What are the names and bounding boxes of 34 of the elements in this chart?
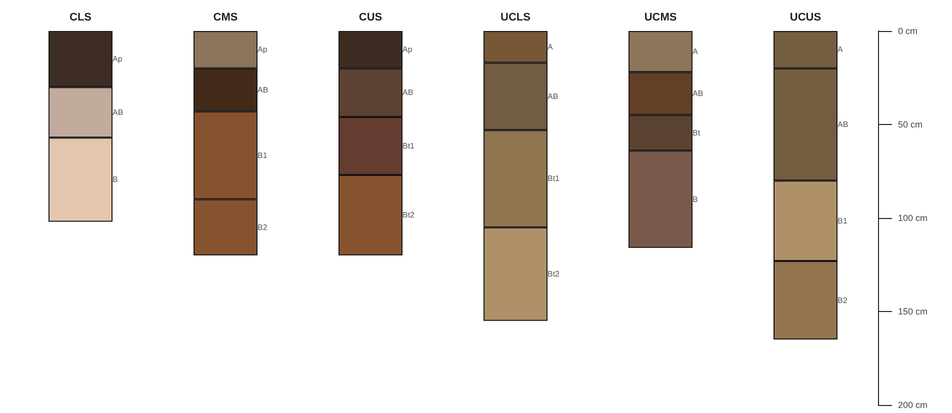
data-label: AB [402, 88, 414, 98]
data-label: B [112, 175, 118, 184]
data-label: B1 [838, 216, 848, 226]
x-tick-label: UCLS [500, 12, 530, 24]
data-label: AB [112, 108, 124, 117]
y-tick-label: 200 cm [898, 400, 928, 410]
data-label: AB [548, 92, 558, 101]
data-label: AB [258, 85, 268, 94]
data-label: Bt1 [548, 174, 560, 184]
y-tick-label: 150 cm [898, 306, 928, 316]
data-label: AB [838, 120, 848, 129]
data-label: A [548, 42, 554, 52]
data-label: Bt1 [402, 142, 416, 151]
x-tick-label: UCMS [644, 12, 677, 24]
data-label: Bt [692, 128, 701, 138]
x-tick-label: CUS [358, 12, 382, 24]
data-label: B2 [258, 222, 268, 232]
data-label: B [692, 194, 698, 204]
x-tick-label: CMS [213, 12, 238, 24]
data-label: Ap [402, 45, 413, 54]
data-label: A [692, 47, 698, 56]
y-tick-label: 100 cm [898, 213, 928, 223]
y-tick-label: 50 cm [898, 120, 923, 130]
data-label: B2 [838, 296, 848, 305]
data-label: Ap [258, 45, 268, 54]
x-tick-label: CLS [70, 12, 92, 24]
data-label: Bt2 [402, 210, 416, 220]
data-label: Bt2 [548, 270, 560, 279]
data-label: B1 [258, 150, 268, 160]
x-tick-label: UCUS [790, 12, 822, 24]
data-label: AB [692, 89, 704, 98]
data-label: A [838, 45, 844, 54]
y-tick-label: 0 cm [898, 26, 918, 36]
data-label: Ap [112, 54, 123, 64]
